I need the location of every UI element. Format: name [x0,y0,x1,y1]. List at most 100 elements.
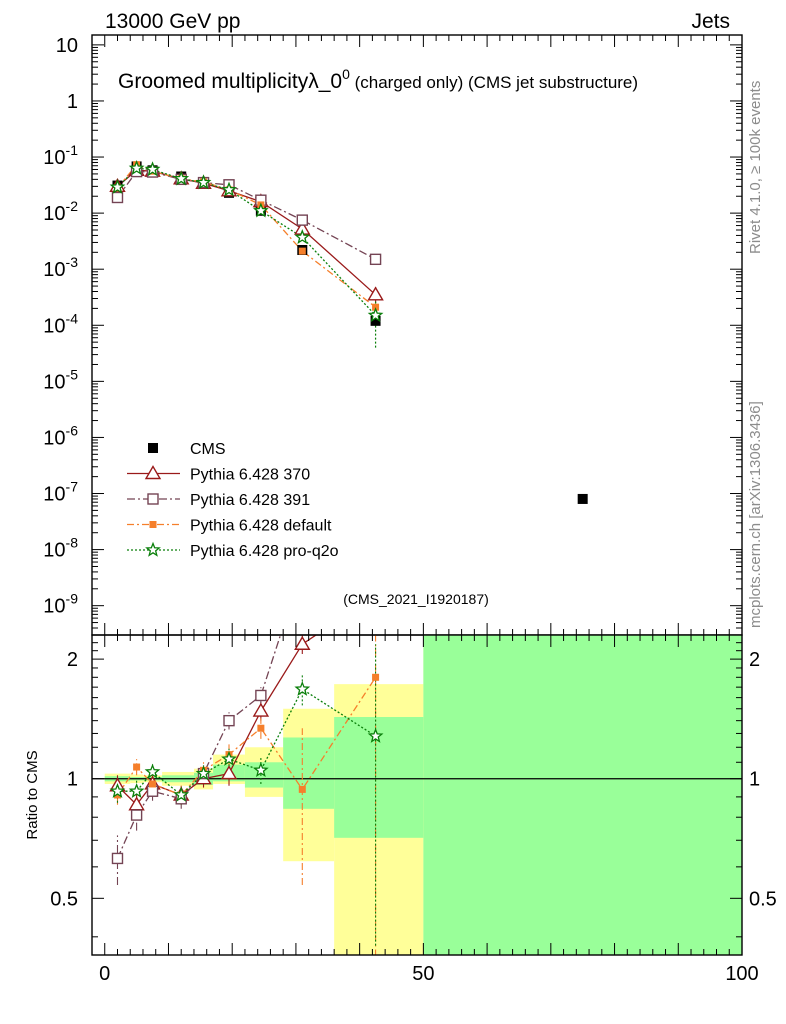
legend-label-pq2o: Pythia 6.428 pro-q2o [190,543,339,560]
x-tick-label: 50 [412,963,434,985]
data-point-pq2o-2 [144,161,161,177]
header: 13000 GeV pp Jets [105,10,730,33]
ratio-x-axis: 0 50 100 [99,635,759,985]
ratio-y-axis: 0.5 0.5 1 1 2 2 [50,642,777,938]
ratio-point-pdefault-6 [257,724,265,732]
ratio-point-p391-1 [130,809,143,821]
ratio-point-p391-6 [255,689,267,702]
y-tick-base: 10 [43,203,65,225]
y-tick-exponent: -9 [66,591,79,607]
main-series-lines [116,163,377,348]
ratio-panel: 0.5 0.5 1 1 2 2 0 50 100 [50,563,777,985]
legend-label-cms: CMS [190,441,226,458]
y-tick-label: 10-8 [43,535,78,562]
ratio-point-pq2o-2 [144,763,161,779]
data-point-pq2o-6 [252,202,269,218]
data-point-p391-8 [369,253,382,266]
ratio-bands [104,635,742,955]
y-tick-base: 10 [43,259,65,281]
data-point-p391-0 [111,191,124,204]
title-suffix: (charged only) (CMS jet substructure) [350,73,638,92]
y-tick-exponent: -2 [66,198,79,214]
data-point-pdefault-7 [298,247,306,255]
series-line-p370 [117,169,377,296]
plot-title: Groomed multiplicityλ_00 (charged only) … [118,66,638,93]
ratio-point-p391-2 [146,785,159,797]
legend-marker-pq2o [145,541,161,557]
y-tick-label: 10-9 [43,591,78,618]
data-point-cms-8 [370,315,381,326]
ratio-point-pq2o-7 [294,680,311,696]
y-tick-exponent: -5 [66,366,79,382]
ratio-series [109,563,384,955]
y-tick-base: 10 [43,315,65,337]
rivet-label: Rivet 4.1.0, ≥ 100k events [747,81,764,254]
title-superscript: 0 [342,66,350,82]
series-line-p391 [116,170,376,260]
y-tick-base: 10 [43,484,65,506]
legend-entry-p391: Pythia 6.428 391 [127,492,310,509]
ratio-ylabel: Ratio to CMS [24,750,41,839]
y-tick-base: 10 [43,596,65,618]
legend-label-pdefault: Pythia 6.428 default [190,518,332,535]
legend-label-p391: Pythia 6.428 391 [190,492,310,509]
series-line-pq2o [117,167,377,316]
uncertainty-band-green-9 [423,635,742,955]
ratio-point-p391-0 [111,852,124,865]
y-tick-label: 10-1 [43,142,78,169]
y-tick-exponent: -1 [66,142,79,158]
process-label: Jets [691,10,730,33]
y-tick-exponent: -7 [66,479,79,495]
data-point-pq2o-1 [128,159,145,176]
y-tick-label: 10-5 [43,366,78,393]
data-point-pq2o-3 [173,170,190,186]
data-point-p391-7 [296,214,308,226]
series-line-pdefault [116,163,376,308]
data-point-pq2o-0 [109,178,126,194]
legend-entry-pdefault: Pythia 6.428 default [127,518,332,535]
ratio-y-tick-label: 0.5 [50,888,78,910]
legend-marker-cms [148,443,158,453]
legend: CMS Pythia 6.428 370 Pythia 6.428 391 Pythi… [127,441,339,560]
ratio-point-pq2o-8 [367,727,384,743]
legend-entry-p370: Pythia 6.428 370 [127,465,310,484]
title-main: Groomed multiplicity [118,70,309,93]
y-tick-exponent: -8 [66,535,79,551]
legend-marker-p370 [144,465,162,480]
analysis-id: (CMS_2021_I1920187) [343,591,489,607]
mcplots-label: mcplots.cern.ch [arXiv:1306.3436] [747,401,764,628]
y-tick-label: 10-7 [43,479,78,506]
y-tick-exponent: -3 [66,254,79,270]
ratio-point-pq2o-1 [128,782,145,798]
ratio-point-pq2o-3 [173,786,190,802]
ratio-y-tick-label-right: 2 [749,649,760,671]
legend-label-p370: Pythia 6.428 370 [190,467,310,484]
title-lambda: λ_0 [308,70,342,93]
x-tick-label: 0 [99,963,110,985]
ratio-y-tick-label: 2 [67,649,78,671]
ratio-point-p391-7 [297,563,307,573]
y-tick-label: 10-4 [43,310,78,337]
y-tick-label: 10-3 [43,254,78,281]
data-point-p370-8 [367,286,384,301]
legend-entry-cms: CMS [148,441,226,458]
data-point-pq2o-7 [294,229,311,245]
energy-label: 13000 GeV pp [105,10,240,33]
ratio-point-p370-7 [294,635,311,650]
y-tick-exponent: -6 [66,422,79,438]
ratio-point-pq2o-0 [109,782,126,798]
legend-entry-pq2o: Pythia 6.428 pro-q2o [127,541,339,560]
y-tick-base: 10 [43,371,65,393]
y-tick-label: 1 [67,91,78,113]
ratio-point-pq2o-5 [221,750,237,766]
ratio-point-p391-5 [223,714,235,727]
ratio-point-p370-6 [252,702,270,717]
ratio-point-pdefault-1 [133,763,141,771]
ratio-point-p370-5 [220,765,238,780]
legend-marker-pdefault [149,521,157,528]
ratio-y-tick-label: 1 [67,769,78,791]
y-tick-exponent: -4 [66,310,79,326]
